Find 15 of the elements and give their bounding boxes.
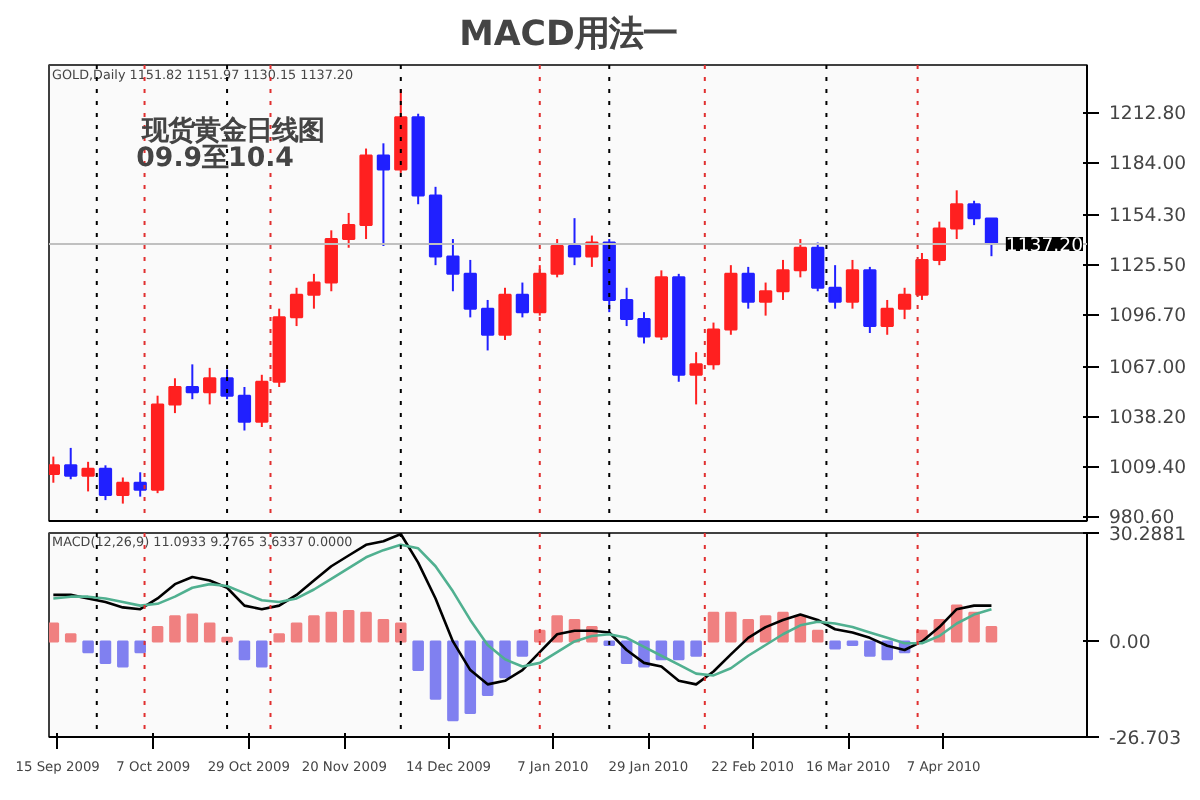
y-tick-label: 1009.40 [1109, 457, 1187, 480]
annotation: 现货黄金日线图 [140, 115, 325, 148]
y-tick-label: 1038.20 [1109, 407, 1187, 430]
y-tick-label: 1096.70 [1109, 305, 1187, 328]
chart-title: MACD用法一 [459, 15, 677, 55]
y-tick-label: 0.00 [1109, 632, 1151, 655]
y-tick-label: 1154.30 [1109, 205, 1187, 228]
y-tick-label: 30.2881 [1109, 524, 1187, 546]
y-tick-label: 1184.00 [1109, 153, 1187, 176]
annotation: 09.9至10.4 [136, 144, 294, 175]
ref-line-label: 1137.20 [1005, 234, 1084, 257]
y-tick-label: 1212.80 [1109, 103, 1187, 126]
y-tick-label: 1125.50 [1109, 255, 1187, 278]
y-tick-label: 1067.00 [1109, 357, 1187, 380]
y-tick-label: -26.703 [1109, 728, 1182, 750]
